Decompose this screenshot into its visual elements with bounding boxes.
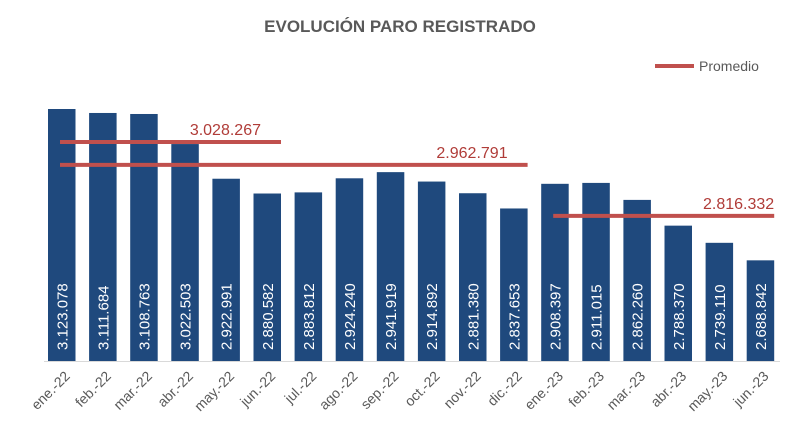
bar xyxy=(212,178,240,361)
x-tick-label: jun.-23 xyxy=(729,368,771,410)
data-label: 2.862.260 xyxy=(630,283,647,350)
x-tick-label: feb.-23 xyxy=(565,368,607,410)
bar xyxy=(582,182,610,361)
data-label: 2.908.397 xyxy=(547,283,564,350)
bar xyxy=(623,199,651,361)
x-tick-label: abr.-23 xyxy=(647,368,689,410)
chart-title: EVOLUCIÓN PARO REGISTRADO xyxy=(264,17,536,36)
data-label: 2.688.842 xyxy=(753,283,770,350)
x-tick-label: may.-23 xyxy=(684,368,730,414)
x-tick-label: mar.-23 xyxy=(603,368,648,413)
data-label: 2.881.380 xyxy=(465,283,482,350)
bar xyxy=(294,192,323,361)
x-tick-label: sep.-22 xyxy=(357,368,401,412)
data-label: 2.880.582 xyxy=(260,283,277,350)
data-label: 2.883.812 xyxy=(301,283,318,350)
data-label: 2.922.991 xyxy=(219,283,236,350)
data-label: 2.739.110 xyxy=(712,284,729,350)
x-tick-label: oct.-22 xyxy=(401,368,443,410)
x-tick-label: jun.-22 xyxy=(236,368,278,410)
data-label: 3.123.078 xyxy=(54,283,71,350)
bar xyxy=(459,193,487,361)
average-label: 2.816.332 xyxy=(703,196,774,213)
x-tick-label: dic.-22 xyxy=(484,368,525,409)
x-tick-label: may.-22 xyxy=(191,368,237,414)
legend-label-promedio: Promedio xyxy=(699,58,759,74)
bar xyxy=(746,260,775,361)
average-lines: 3.028.267 2.962.791 2.816.332 xyxy=(60,122,774,218)
bars: 3.123.078 ene.-22 3.111.684 feb.-22 3.108.76… xyxy=(28,109,775,414)
data-label: 3.108.763 xyxy=(136,283,153,350)
data-label: 2.911.015 xyxy=(589,284,606,350)
bar xyxy=(664,225,692,361)
average-label: 3.028.267 xyxy=(190,122,261,139)
x-tick-label: jul.-22 xyxy=(280,368,319,407)
x-tick-label: nov.-22 xyxy=(440,368,484,412)
data-label: 2.941.919 xyxy=(383,283,400,350)
bar xyxy=(541,183,569,361)
legend: Promedio xyxy=(655,58,759,74)
x-tick-label: feb.-22 xyxy=(72,368,114,410)
bar xyxy=(48,109,76,361)
data-label: 2.914.892 xyxy=(424,283,441,350)
bar xyxy=(705,242,734,361)
data-label: 2.788.370 xyxy=(671,283,688,350)
x-tick-label: abr.-22 xyxy=(154,368,196,410)
x-tick-label: mar.-22 xyxy=(110,368,155,413)
bar xyxy=(130,113,158,361)
bar xyxy=(417,181,446,361)
x-tick-label: ene.-23 xyxy=(521,368,566,413)
bar xyxy=(253,193,281,361)
x-tick-label: ene.-22 xyxy=(28,368,73,413)
x-tick-label: ago.-22 xyxy=(316,368,361,413)
bar xyxy=(171,144,199,361)
data-label: 3.111.684 xyxy=(95,285,112,350)
data-label: 2.837.653 xyxy=(506,283,523,350)
bar xyxy=(500,208,528,361)
data-label: 2.924.240 xyxy=(342,283,359,350)
average-label: 2.962.791 xyxy=(436,145,507,162)
bar xyxy=(335,178,364,361)
data-label: 3.022.503 xyxy=(178,283,195,350)
bar xyxy=(89,112,117,362)
bar xyxy=(376,172,405,361)
